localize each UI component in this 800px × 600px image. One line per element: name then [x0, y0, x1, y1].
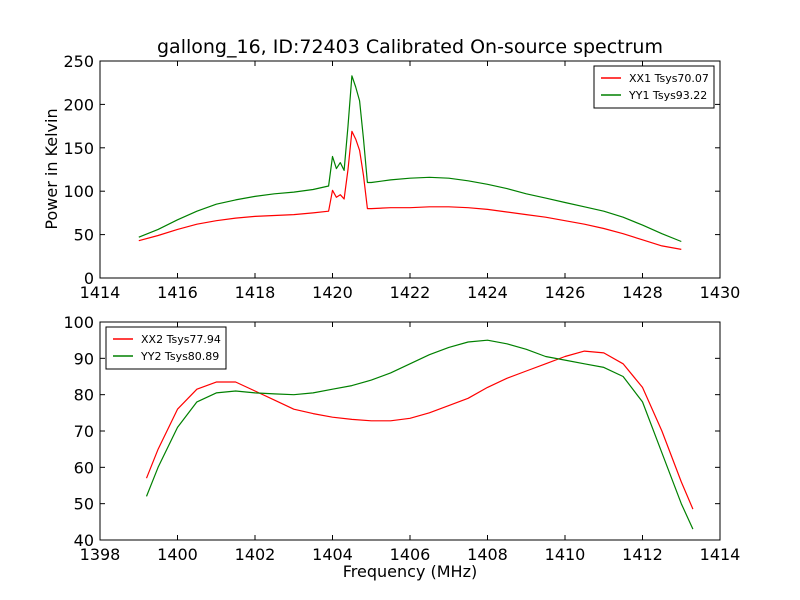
top-x-tick-label: 1426 [545, 283, 586, 302]
top-y-tick-label: 50 [74, 226, 94, 245]
y-axis-label: Power in Kelvin [42, 108, 61, 229]
bottom-y-tick-label: 40 [74, 531, 94, 550]
bottom-series-line-1 [145, 350, 694, 510]
top-x-tick-label: 1428 [622, 283, 663, 302]
bottom-y-tick-label: 70 [74, 422, 94, 441]
top-plot-ticks: 1414 1416 1418 1420 1422 1424 1426 1428 1430 0 50 1… [63, 52, 740, 302]
top-x-tick-label: 1422 [390, 283, 431, 302]
top-legend-label: YY1 Tsys93.22 [628, 89, 707, 102]
bottom-y-tick-label: 90 [74, 349, 94, 368]
bottom-x-tick-label: 1406 [390, 545, 431, 564]
bottom-y-tick-label: 80 [74, 386, 94, 405]
bottom-plot-ticks: 1398 1400 1402 1404 1406 1408 1410 1412 1414 40 50… [63, 313, 740, 564]
bottom-plot: 1398 1400 1402 1404 1406 1408 1410 1412 1414 40 50… [63, 313, 740, 564]
bottom-x-tick-label: 1408 [467, 545, 508, 564]
top-x-tick-label: 1424 [467, 283, 508, 302]
bottom-plot-series [145, 339, 694, 530]
top-plot-legend: XX1 Tsys70.07 YY1 Tsys93.22 [593, 65, 715, 109]
top-series-line-1 [138, 130, 682, 250]
bottom-legend-box [105, 326, 227, 370]
top-y-tick-label: 0 [84, 269, 94, 288]
chart-title: gallong_16, ID:72403 Calibrated On-sourc… [157, 36, 663, 58]
bottom-x-tick-label: 1398 [80, 545, 121, 564]
bottom-x-tick-label: 1410 [545, 545, 586, 564]
top-x-tick-label: 1414 [80, 283, 121, 302]
bottom-y-tick-label: 60 [74, 458, 94, 477]
top-y-tick-label: 250 [63, 52, 94, 71]
bottom-legend-label: YY2 Tsys80.89 [140, 350, 219, 363]
top-y-tick-label: 150 [63, 139, 94, 158]
bottom-y-tick-label: 50 [74, 495, 94, 514]
top-legend-label: XX1 Tsys70.07 [629, 72, 709, 85]
top-series-line-2 [138, 75, 682, 243]
top-plot: 1414 1416 1418 1420 1422 1424 1426 1428 1430 0 50 1… [63, 52, 740, 302]
bottom-plot-legend: XX2 Tsys77.94 YY2 Tsys80.89 [105, 326, 227, 370]
bottom-legend-label: XX2 Tsys77.94 [141, 333, 221, 346]
x-axis-label: Frequency (MHz) [343, 562, 477, 581]
bottom-x-tick-label: 1412 [622, 545, 663, 564]
bottom-y-tick-label: 100 [63, 313, 94, 332]
bottom-x-tick-label: 1404 [312, 545, 353, 564]
bottom-x-tick-label: 1402 [235, 545, 276, 564]
bottom-x-tick-label: 1414 [700, 545, 741, 564]
top-x-tick-label: 1430 [700, 283, 741, 302]
top-legend-box [593, 65, 715, 109]
top-x-tick-label: 1420 [312, 283, 353, 302]
bottom-x-tick-label: 1400 [157, 545, 198, 564]
top-x-tick-label: 1416 [157, 283, 198, 302]
top-y-tick-label: 200 [63, 95, 94, 114]
top-x-tick-label: 1418 [235, 283, 276, 302]
top-plot-series [138, 75, 682, 250]
bottom-series-line-2 [145, 339, 694, 530]
top-y-tick-label: 100 [63, 182, 94, 201]
